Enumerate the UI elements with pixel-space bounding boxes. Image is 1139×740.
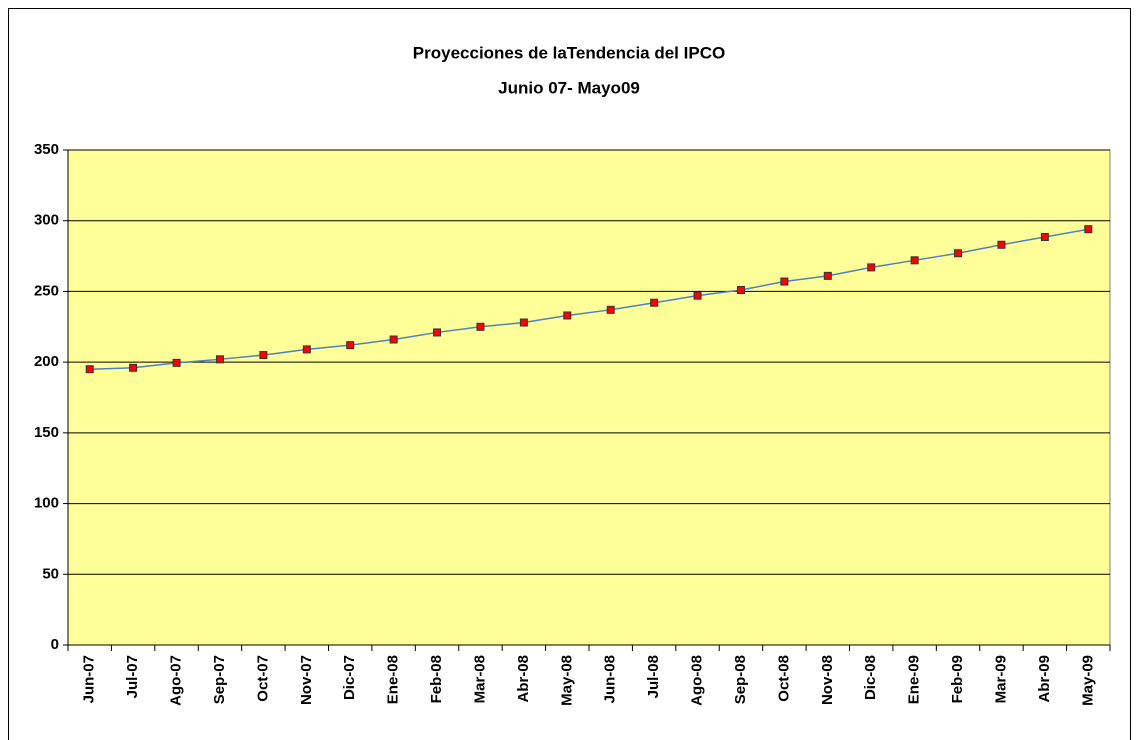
y-tick-label: 100 [34, 495, 59, 512]
data-marker [780, 277, 789, 286]
data-marker [650, 298, 659, 307]
x-tick-label: Sep-07 [211, 655, 228, 704]
plot-background [67, 149, 1111, 646]
data-marker [910, 256, 919, 265]
data-marker [85, 365, 94, 374]
data-line [89, 228, 1089, 370]
data-marker [302, 345, 311, 354]
x-tick-label: Ago-07 [168, 655, 185, 706]
x-tick-label: Sep-08 [732, 655, 749, 704]
x-tick-label: Dic-08 [862, 655, 879, 700]
x-tick-label: Abr-09 [1036, 655, 1053, 703]
x-tick-label: Feb-08 [428, 655, 445, 703]
data-marker [389, 335, 398, 344]
x-tick-label: Dic-07 [341, 655, 358, 700]
data-marker [259, 351, 268, 360]
data-marker [563, 311, 572, 320]
x-tick-label: May-08 [558, 655, 575, 706]
x-tick-label: Ene-08 [385, 655, 402, 704]
x-tick-label: Oct-08 [775, 655, 792, 702]
y-tick-label: 150 [34, 424, 59, 441]
data-marker [997, 240, 1006, 249]
y-tick-label: 250 [34, 282, 59, 299]
y-tick-label: 300 [34, 212, 59, 229]
x-tick-label: Jul-07 [124, 655, 141, 698]
plot-area: 0 50 100 150 200 250 300 350 Jun-07 Jul-07 Ago-07 S… [34, 141, 1111, 706]
x-tick-label: Nov-08 [819, 655, 836, 705]
x-tick-label: Feb-09 [949, 655, 966, 703]
data-marker [867, 263, 876, 272]
data-marker [476, 322, 485, 331]
x-tick-label: Ago-08 [689, 655, 706, 706]
x-tick-label: Nov-07 [298, 655, 315, 705]
data-marker [433, 328, 442, 337]
data-marker [215, 355, 224, 364]
x-tick-label: Jun-07 [81, 655, 98, 703]
x-tick-label: Ene-09 [906, 655, 923, 704]
data-marker [346, 341, 355, 350]
data-marker [1040, 232, 1049, 241]
y-tick-label: 200 [34, 353, 59, 370]
data-marker [1084, 225, 1093, 234]
y-tick-label: 0 [51, 636, 59, 653]
data-marker [519, 318, 528, 327]
x-tick-label: May-09 [1079, 655, 1096, 706]
chart-title: Proyecciones de laTendencia del IPCO [413, 43, 725, 62]
data-marker [736, 286, 745, 295]
data-marker [172, 358, 181, 367]
data-marker [823, 271, 832, 280]
y-tick-label: 350 [34, 141, 59, 158]
data-marker [954, 249, 963, 258]
x-tick-label: Oct-07 [254, 655, 271, 702]
x-tick-label: Abr-08 [515, 655, 532, 703]
x-tick-label: Mar-09 [992, 655, 1009, 703]
y-tick-label: 50 [42, 565, 59, 582]
data-marker [129, 363, 138, 372]
x-tick-label: Jun-08 [602, 655, 619, 703]
data-marker [606, 305, 615, 314]
x-tick-label: Jul-08 [645, 655, 662, 698]
data-marker [693, 291, 702, 300]
chart-subtitle: Junio 07- Mayo09 [498, 78, 640, 97]
x-tick-label: Mar-08 [471, 655, 488, 703]
